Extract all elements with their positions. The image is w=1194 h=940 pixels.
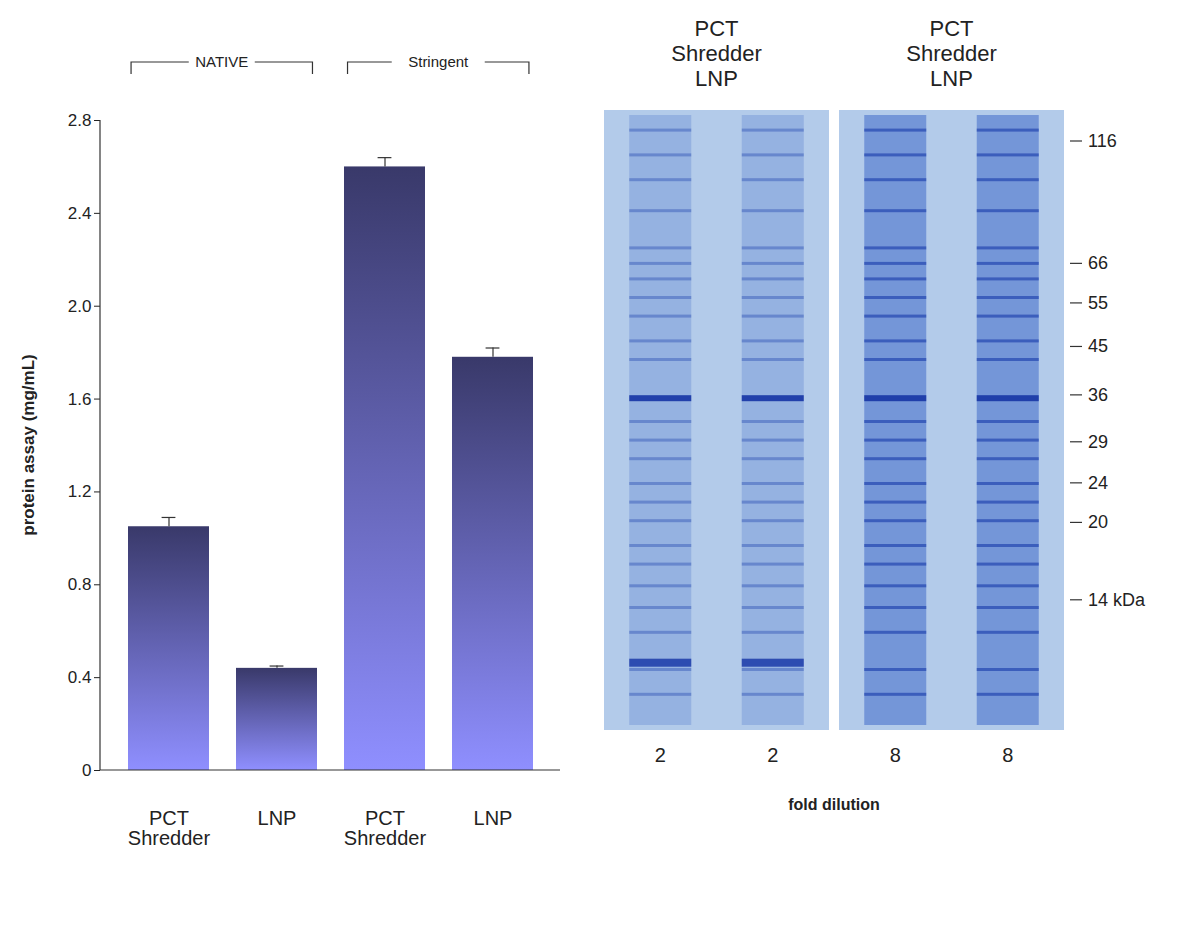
svg-text:8: 8 — [1002, 744, 1013, 766]
svg-text:protein assay (mg/mL): protein assay (mg/mL) — [19, 354, 38, 535]
svg-text:1.2: 1.2 — [68, 482, 92, 501]
svg-text:20: 20 — [1088, 512, 1108, 532]
svg-text:45: 45 — [1088, 336, 1108, 356]
svg-text:0.4: 0.4 — [68, 668, 92, 687]
svg-text:24: 24 — [1088, 473, 1108, 493]
svg-text:55: 55 — [1088, 293, 1108, 313]
svg-text:29: 29 — [1088, 432, 1108, 452]
svg-text:PCTShredder: PCTShredder — [128, 807, 211, 849]
svg-text:2.4: 2.4 — [68, 204, 92, 223]
svg-text:66: 66 — [1088, 253, 1108, 273]
svg-text:0: 0 — [82, 761, 91, 780]
svg-text:NATIVE: NATIVE — [195, 53, 248, 70]
svg-text:14 kDa: 14 kDa — [1088, 590, 1146, 610]
svg-text:36: 36 — [1088, 385, 1108, 405]
svg-text:PCTShredder: PCTShredder — [344, 807, 427, 849]
svg-text:2: 2 — [767, 744, 778, 766]
svg-text:8: 8 — [890, 744, 901, 766]
svg-text:0.8: 0.8 — [68, 575, 92, 594]
svg-text:116: 116 — [1088, 131, 1117, 151]
svg-text:2: 2 — [655, 744, 666, 766]
svg-text:LNP: LNP — [258, 807, 297, 829]
svg-text:2.8: 2.8 — [68, 111, 92, 130]
svg-text:1.6: 1.6 — [68, 390, 92, 409]
svg-text:PCTShredderLNP: PCTShredderLNP — [671, 16, 762, 91]
svg-text:PCTShredderLNP: PCTShredderLNP — [906, 16, 997, 91]
svg-text:LNP: LNP — [474, 807, 513, 829]
svg-text:2.0: 2.0 — [68, 297, 92, 316]
svg-text:Stringent: Stringent — [408, 53, 469, 70]
svg-text:fold dilution: fold dilution — [788, 796, 880, 813]
